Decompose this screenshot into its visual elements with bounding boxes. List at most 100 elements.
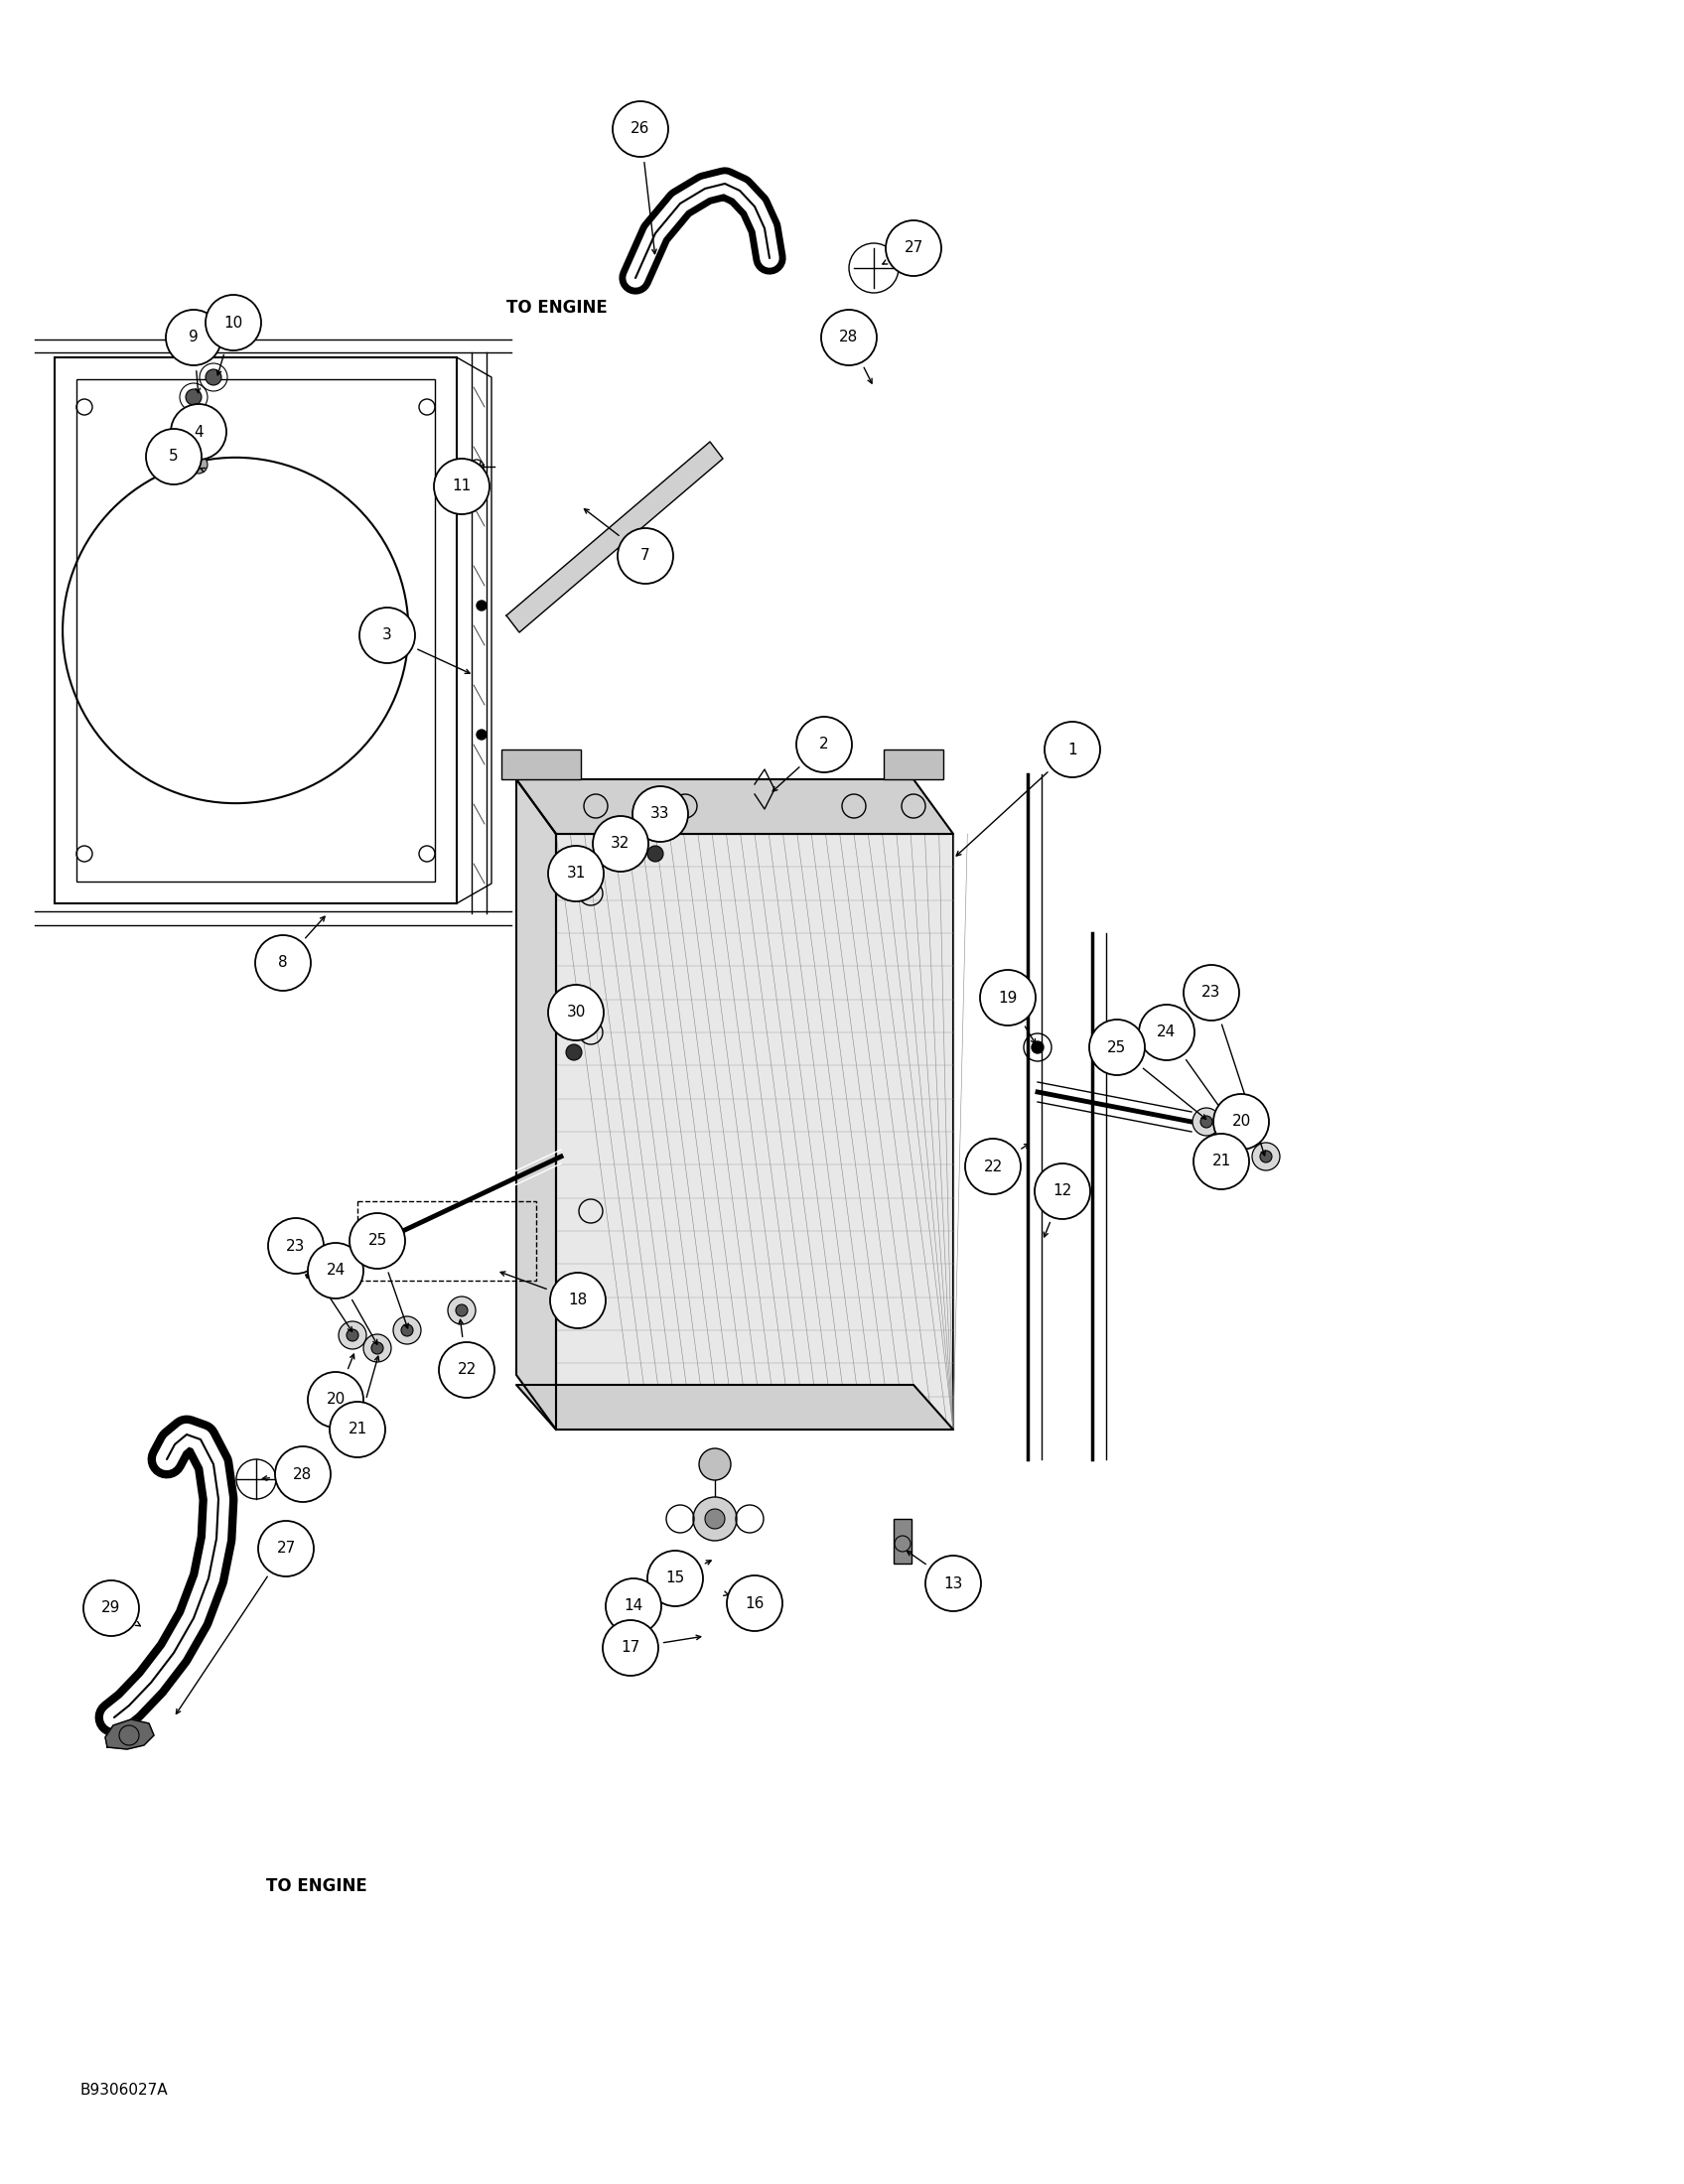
- Circle shape: [350, 1212, 406, 1269]
- Circle shape: [347, 1330, 359, 1341]
- Circle shape: [547, 985, 603, 1040]
- Circle shape: [628, 841, 643, 856]
- Text: 16: 16: [744, 1597, 765, 1612]
- Circle shape: [603, 1621, 658, 1675]
- Circle shape: [633, 786, 689, 841]
- Text: 33: 33: [650, 806, 670, 821]
- Text: 18: 18: [568, 1293, 588, 1308]
- Text: 17: 17: [621, 1640, 640, 1655]
- Text: 29: 29: [101, 1601, 121, 1616]
- Text: 3: 3: [382, 629, 392, 642]
- Text: 22: 22: [456, 1363, 477, 1378]
- Circle shape: [1226, 1131, 1238, 1142]
- Circle shape: [1044, 721, 1100, 778]
- Polygon shape: [517, 780, 953, 834]
- Text: 20: 20: [1231, 1114, 1251, 1129]
- Circle shape: [556, 994, 591, 1031]
- Circle shape: [699, 1448, 731, 1481]
- Circle shape: [1234, 1105, 1248, 1118]
- Circle shape: [797, 716, 852, 773]
- Text: 23: 23: [286, 1238, 305, 1254]
- Circle shape: [364, 1334, 391, 1363]
- Circle shape: [727, 1575, 783, 1631]
- Text: 21: 21: [1212, 1153, 1231, 1168]
- Circle shape: [566, 1005, 583, 1020]
- Circle shape: [165, 310, 221, 365]
- Circle shape: [1034, 1164, 1090, 1219]
- Circle shape: [1090, 1020, 1145, 1075]
- Text: TO ENGINE: TO ENGINE: [507, 299, 608, 317]
- Circle shape: [256, 935, 312, 992]
- Circle shape: [1228, 1099, 1255, 1125]
- Circle shape: [372, 1343, 384, 1354]
- Polygon shape: [104, 1719, 153, 1749]
- Circle shape: [926, 1555, 982, 1612]
- Text: 10: 10: [224, 314, 242, 330]
- Polygon shape: [517, 1385, 953, 1431]
- Text: 19: 19: [999, 989, 1017, 1005]
- Circle shape: [274, 1446, 330, 1503]
- Circle shape: [456, 1304, 468, 1317]
- Circle shape: [1138, 1005, 1194, 1059]
- Text: 8: 8: [278, 957, 288, 970]
- Text: 12: 12: [1052, 1184, 1073, 1199]
- Circle shape: [268, 1219, 323, 1273]
- Circle shape: [205, 369, 221, 384]
- Circle shape: [205, 295, 261, 349]
- Text: 31: 31: [566, 867, 586, 880]
- Text: B9306027A: B9306027A: [79, 2081, 167, 2097]
- Circle shape: [965, 1138, 1021, 1195]
- Bar: [76, 380, 434, 882]
- Text: 24: 24: [327, 1262, 345, 1278]
- Circle shape: [1218, 1123, 1244, 1151]
- Text: 11: 11: [451, 478, 472, 494]
- Circle shape: [1184, 965, 1239, 1020]
- Circle shape: [1194, 1133, 1250, 1190]
- Circle shape: [706, 1509, 724, 1529]
- Text: 26: 26: [632, 122, 650, 135]
- Text: 13: 13: [943, 1577, 963, 1590]
- Text: 32: 32: [611, 836, 630, 852]
- Polygon shape: [556, 834, 953, 1431]
- Text: 4: 4: [194, 424, 204, 439]
- Circle shape: [606, 845, 621, 863]
- Circle shape: [258, 1520, 313, 1577]
- Polygon shape: [507, 441, 722, 633]
- Text: 25: 25: [1108, 1040, 1127, 1055]
- Circle shape: [886, 221, 941, 275]
- Circle shape: [586, 856, 601, 871]
- Text: 27: 27: [904, 240, 923, 256]
- Circle shape: [190, 456, 207, 474]
- Circle shape: [330, 1402, 386, 1457]
- Circle shape: [477, 472, 487, 480]
- Circle shape: [308, 1243, 364, 1299]
- Circle shape: [338, 1321, 367, 1350]
- Circle shape: [694, 1496, 738, 1540]
- Circle shape: [84, 1581, 140, 1636]
- Text: 27: 27: [276, 1542, 295, 1555]
- Circle shape: [170, 404, 226, 459]
- Circle shape: [359, 607, 414, 664]
- Circle shape: [147, 428, 202, 485]
- Circle shape: [822, 310, 877, 365]
- Text: 15: 15: [665, 1570, 685, 1586]
- Circle shape: [440, 1343, 495, 1398]
- Text: 2: 2: [820, 738, 829, 751]
- Text: TO ENGINE: TO ENGINE: [266, 1878, 367, 1896]
- Circle shape: [647, 1551, 702, 1605]
- Text: 28: 28: [293, 1468, 313, 1481]
- Circle shape: [647, 845, 663, 863]
- Circle shape: [448, 1297, 475, 1324]
- Circle shape: [547, 845, 603, 902]
- Bar: [54, 358, 456, 904]
- Polygon shape: [517, 780, 556, 1431]
- Text: 7: 7: [640, 548, 650, 563]
- Circle shape: [1032, 1042, 1044, 1053]
- Circle shape: [618, 529, 674, 583]
- Bar: [502, 749, 581, 780]
- Circle shape: [606, 1579, 662, 1634]
- Text: 14: 14: [625, 1599, 643, 1614]
- Circle shape: [1201, 1116, 1212, 1127]
- Circle shape: [434, 459, 490, 513]
- Text: 1: 1: [1068, 743, 1078, 758]
